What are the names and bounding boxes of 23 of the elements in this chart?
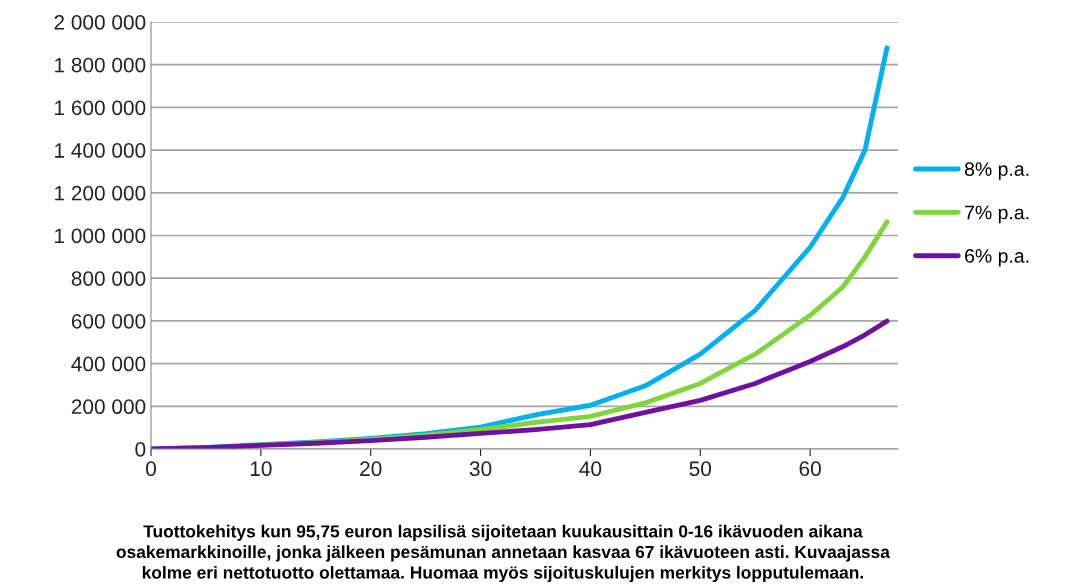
y-tick-label: 1 800 000 [55, 57, 146, 73]
x-tick-label: 60 [799, 461, 821, 477]
x-tick-label: 50 [689, 461, 712, 477]
y-tick-label: 200 000 [71, 399, 146, 415]
x-tick-label: 0 [146, 461, 156, 477]
y-tick-label: 1 600 000 [55, 100, 146, 116]
y-tick-label: 1 200 000 [55, 185, 146, 201]
x-tick-label: 10 [250, 461, 272, 477]
y-tick-label: 600 000 [71, 313, 146, 329]
legend-label: 6% p.a. [965, 249, 1029, 267]
legend-label: 7% p.a. [965, 205, 1029, 224]
y-tick-label: 800 000 [71, 271, 146, 286]
y-tick-label: 1 000 000 [55, 228, 146, 244]
x-tick-label: 20 [360, 461, 382, 477]
line-series [151, 318, 890, 449]
y-tick-label: 400 000 [71, 356, 146, 372]
x-tick-label: 30 [469, 461, 492, 477]
text: Tuottokehitys kun 95,75 euron lapsilisä sijoitetaan kuukausittain 0-16 ikävuoden aikana osakemarkkinoille, jonka jälkeen pesämunan annetaan kasvaa 67 ikävuoteen asti. Kuvaajassa kolme eri nettotuotto olettamaa. Huomaa myös sijoituskulujen merkitys lopputulemaan. [116, 524, 891, 583]
y-tick-label: 2 000 000 [54, 15, 146, 30]
x-tick-label: 40 [579, 461, 602, 477]
y-tick-label: 1 400 000 [55, 143, 146, 158]
legend-label: 8% p.a. [964, 162, 1029, 180]
y-tick-label: 0 [135, 442, 146, 457]
